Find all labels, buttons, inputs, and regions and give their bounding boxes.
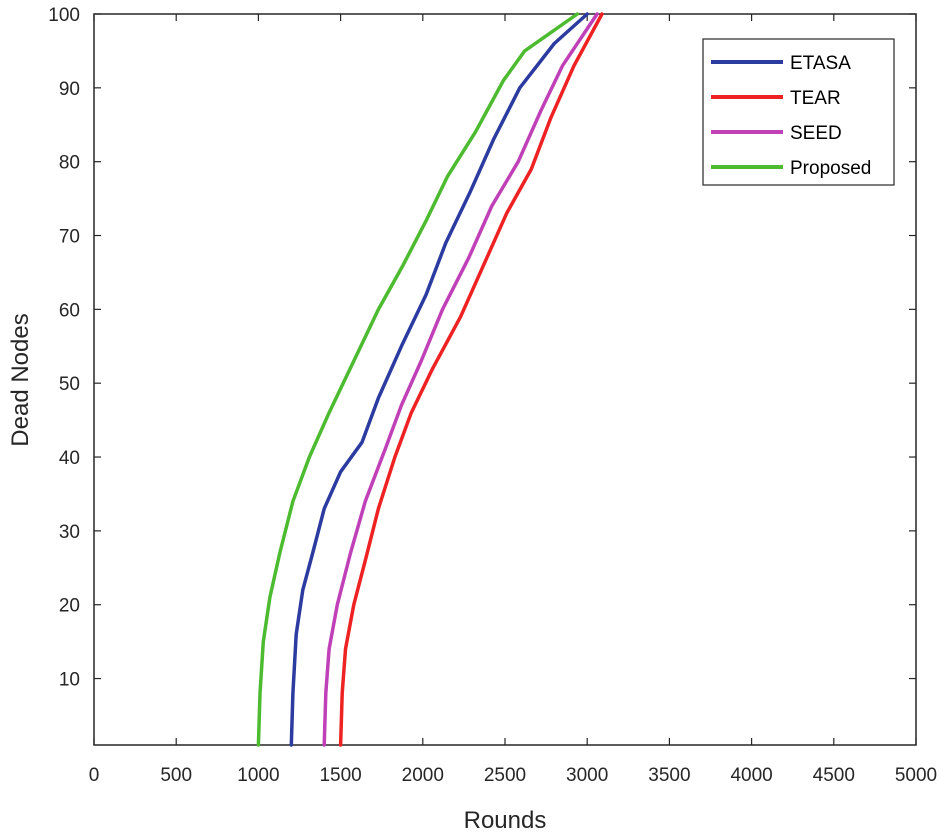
x-axis-ticks: 0 500 1000 1500 2000 2500 3000 3500 4000 4500 5000 (89, 14, 937, 786)
y-axis-ticks: 10 20 30 40 50 60 70 80 90 100 (48, 5, 916, 691)
legend-label-seed: SEED (790, 123, 842, 144)
series-layer (256, 12, 604, 747)
y-tick-label: 100 (48, 5, 80, 26)
x-tick-label: 3500 (648, 765, 690, 786)
series-line-etasa (289, 12, 589, 747)
y-tick-label: 50 (59, 374, 80, 395)
y-tick-label: 80 (59, 153, 80, 174)
y-tick-label: 10 (59, 670, 80, 691)
x-tick-label: 1500 (319, 765, 361, 786)
x-tick-label: 4500 (813, 765, 855, 786)
y-tick-label: 70 (59, 227, 80, 248)
y-tick-label: 30 (59, 522, 80, 543)
x-tick-label: 4000 (730, 765, 772, 786)
x-tick-label: 3000 (566, 765, 608, 786)
legend-label-tear: TEAR (790, 88, 841, 109)
legend-label-etasa: ETASA (790, 53, 851, 74)
y-tick-label: 40 (59, 448, 80, 469)
x-tick-label: 1000 (237, 765, 279, 786)
series-line-proposed (256, 12, 580, 747)
y-tick-label: 60 (59, 300, 80, 321)
series-line-tear (338, 12, 604, 747)
legend: ETASA TEAR SEED Proposed (702, 38, 895, 186)
x-tick-label: 2500 (484, 765, 526, 786)
x-tick-label: 0 (89, 765, 100, 786)
legend-label-proposed: Proposed (790, 158, 871, 179)
x-tick-label: 500 (160, 765, 192, 786)
y-tick-label: 20 (59, 596, 80, 617)
x-axis-title: Rounds (464, 807, 547, 834)
x-tick-label: 5000 (895, 765, 937, 786)
series-line-seed (322, 12, 599, 747)
x-tick-label: 2000 (402, 765, 444, 786)
y-axis-title: Dead Nodes (7, 313, 34, 446)
y-tick-label: 90 (59, 79, 80, 100)
